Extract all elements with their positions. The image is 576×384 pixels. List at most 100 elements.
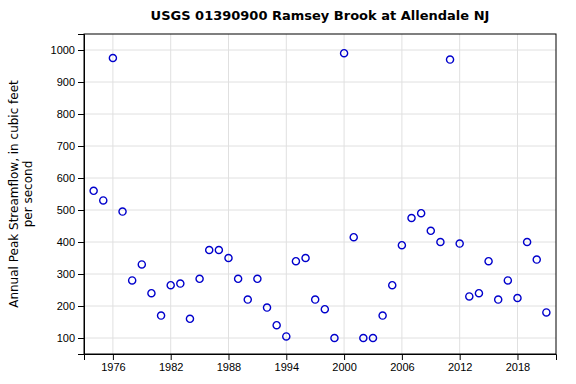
tick-mark <box>460 354 461 360</box>
point <box>495 296 502 303</box>
point <box>360 334 367 341</box>
tick-label: 1994 <box>275 361 299 373</box>
tick: 1994 <box>275 354 299 373</box>
tick-label: 1988 <box>217 361 241 373</box>
tick-label: 200 <box>57 300 75 312</box>
tick-label: 300 <box>57 268 75 280</box>
point <box>302 254 309 261</box>
tick-label: 900 <box>57 76 75 88</box>
point <box>466 293 473 300</box>
tick-mark <box>344 354 345 360</box>
point <box>90 187 97 194</box>
grid-line <box>84 242 556 243</box>
y-axis-title: Annual Peak Streamflow, in cubic feetper… <box>7 80 35 308</box>
tick-mark <box>171 354 172 360</box>
tick-label: 2012 <box>448 361 472 373</box>
tick-mark <box>78 82 84 83</box>
x-axis: 19761982198819942000200620122018 <box>85 354 557 373</box>
point <box>254 275 261 282</box>
point <box>321 306 328 313</box>
point <box>350 234 357 241</box>
point <box>379 312 386 319</box>
tick-mark <box>78 178 84 179</box>
point <box>129 277 136 284</box>
y-axis-title-line: Annual Peak Streamflow, in cubic feet <box>7 80 21 308</box>
point <box>543 309 550 316</box>
point <box>533 256 540 263</box>
grid-line <box>84 178 556 179</box>
tick-label: 100 <box>57 332 75 344</box>
point <box>100 197 107 204</box>
point <box>398 242 405 249</box>
tick: 1000 <box>51 44 84 56</box>
tick: 900 <box>57 76 84 88</box>
point <box>206 246 213 253</box>
tick-mark <box>286 354 287 360</box>
point <box>138 261 145 268</box>
point <box>389 282 396 289</box>
points <box>90 50 550 342</box>
point <box>504 277 511 284</box>
point <box>369 334 376 341</box>
point <box>109 54 116 61</box>
tick-mark <box>517 354 518 360</box>
point <box>215 246 222 253</box>
tick-label: 1976 <box>101 361 125 373</box>
tick: 1976 <box>101 354 125 373</box>
point <box>437 238 444 245</box>
grid <box>84 34 556 354</box>
point <box>263 304 270 311</box>
tick: 2012 <box>448 354 472 373</box>
point <box>475 290 482 297</box>
point <box>292 258 299 265</box>
grid-line <box>84 306 556 307</box>
point <box>446 56 453 63</box>
point <box>196 275 203 282</box>
title: USGS 01390900 Ramsey Brook at Allendale … <box>151 8 490 23</box>
tick: 1982 <box>159 354 183 373</box>
tick: 800 <box>57 108 84 120</box>
tick-label: 2006 <box>390 361 414 373</box>
tick-mark <box>78 146 84 147</box>
tick-label: 600 <box>57 172 75 184</box>
grid-line <box>84 50 556 51</box>
tick-mark <box>78 338 84 339</box>
grid-line <box>84 210 556 211</box>
point <box>119 208 126 215</box>
point <box>167 282 174 289</box>
point <box>514 294 521 301</box>
plot-frame <box>84 34 556 354</box>
tick: 2000 <box>332 354 356 373</box>
grid-line <box>84 82 556 83</box>
tick-label: 1000 <box>51 44 75 56</box>
grid-line <box>84 146 556 147</box>
y-axis: 100 200 300 400 500 600 700 800 900 1000 <box>51 35 85 355</box>
tick: 200 <box>57 300 84 312</box>
tick-mark <box>78 274 84 275</box>
point <box>331 334 338 341</box>
tick: 500 <box>57 204 84 216</box>
tick-label: 800 <box>57 108 75 120</box>
point <box>148 290 155 297</box>
point <box>418 210 425 217</box>
axis-line <box>78 35 85 355</box>
tick-label: 2000 <box>332 361 356 373</box>
tick: 600 <box>57 172 84 184</box>
grid-line <box>84 338 556 339</box>
point <box>427 227 434 234</box>
tick-label: 500 <box>57 204 75 216</box>
point <box>312 296 319 303</box>
point <box>157 312 164 319</box>
point <box>456 240 463 247</box>
tick: 300 <box>57 268 84 280</box>
axis-line <box>85 355 557 361</box>
tick: 400 <box>57 236 84 248</box>
point <box>341 50 348 57</box>
tick-mark <box>113 354 114 360</box>
tick-mark <box>78 210 84 211</box>
tick-mark <box>78 306 84 307</box>
tick: 700 <box>57 140 84 152</box>
tick-mark <box>228 354 229 360</box>
chart: 1976198219881994200020062012201810020030… <box>0 0 576 384</box>
point <box>524 238 531 245</box>
